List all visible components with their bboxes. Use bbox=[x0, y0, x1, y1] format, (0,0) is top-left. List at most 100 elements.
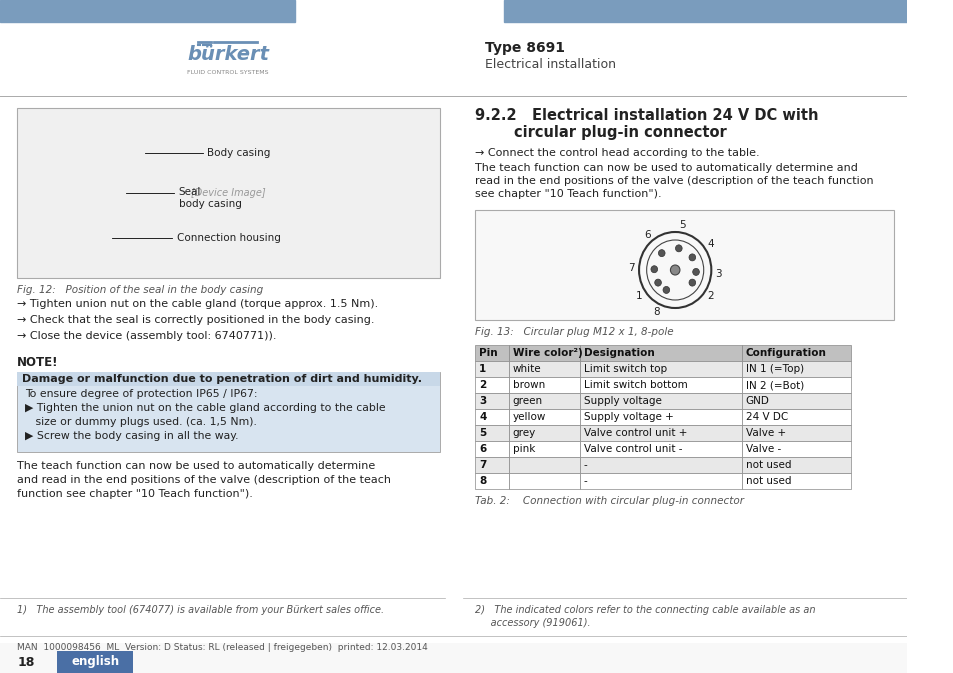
Text: not used: not used bbox=[745, 460, 790, 470]
Bar bbox=[475, 457, 508, 473]
Text: → Check that the seal is correctly positioned in the body casing.: → Check that the seal is correctly posit… bbox=[17, 315, 375, 325]
Bar bbox=[0, 643, 906, 673]
Bar bbox=[741, 377, 850, 393]
Bar bbox=[475, 425, 508, 441]
Circle shape bbox=[688, 279, 695, 286]
Text: NOTE!: NOTE! bbox=[17, 355, 58, 369]
Text: 3: 3 bbox=[715, 269, 721, 279]
Bar bbox=[579, 473, 741, 489]
Text: ▶ Screw the body casing in all the way.: ▶ Screw the body casing in all the way. bbox=[25, 431, 238, 441]
Text: 6: 6 bbox=[643, 229, 650, 240]
Bar bbox=[475, 409, 508, 425]
Bar bbox=[741, 361, 850, 377]
Text: 7: 7 bbox=[627, 263, 634, 273]
Text: 2: 2 bbox=[478, 380, 486, 390]
Bar bbox=[508, 441, 579, 457]
Bar bbox=[17, 372, 440, 386]
Text: FLUID CONTROL SYSTEMS: FLUID CONTROL SYSTEMS bbox=[188, 69, 269, 75]
Text: brown: brown bbox=[512, 380, 544, 390]
Circle shape bbox=[670, 265, 679, 275]
Bar bbox=[579, 409, 741, 425]
Text: IN 2 (=Bot): IN 2 (=Bot) bbox=[745, 380, 803, 390]
Text: Tab. 2:    Connection with circular plug-in connector: Tab. 2: Connection with circular plug-in… bbox=[475, 496, 743, 506]
Bar bbox=[503, 0, 906, 22]
Text: GND: GND bbox=[745, 396, 769, 406]
Text: -: - bbox=[583, 476, 587, 486]
Bar bbox=[741, 441, 850, 457]
Text: To ensure degree of protection IP65 / IP67:: To ensure degree of protection IP65 / IP… bbox=[25, 389, 257, 399]
Text: 8: 8 bbox=[653, 307, 659, 317]
Text: white: white bbox=[512, 364, 540, 374]
Bar bbox=[579, 377, 741, 393]
Text: english: english bbox=[71, 656, 119, 668]
Bar bbox=[579, 457, 741, 473]
Circle shape bbox=[692, 269, 699, 275]
Circle shape bbox=[654, 279, 660, 286]
Text: Valve control unit +: Valve control unit + bbox=[583, 428, 686, 438]
Text: Wire color²): Wire color²) bbox=[512, 348, 581, 358]
Text: 2: 2 bbox=[707, 291, 714, 302]
Bar bbox=[0, 0, 294, 22]
Bar bbox=[741, 345, 850, 361]
Text: Fig. 12:   Position of the seal in the body casing: Fig. 12: Position of the seal in the bod… bbox=[17, 285, 263, 295]
Text: -: - bbox=[583, 460, 587, 470]
Bar bbox=[508, 361, 579, 377]
Text: Fig. 13:   Circular plug M12 x 1, 8-pole: Fig. 13: Circular plug M12 x 1, 8-pole bbox=[475, 327, 674, 337]
Text: see chapter "10 Teach function").: see chapter "10 Teach function"). bbox=[475, 189, 661, 199]
Circle shape bbox=[688, 254, 695, 261]
Bar bbox=[475, 210, 893, 320]
Text: 3: 3 bbox=[478, 396, 486, 406]
Text: yellow: yellow bbox=[512, 412, 545, 422]
Bar bbox=[475, 441, 508, 457]
Bar bbox=[17, 372, 440, 452]
Text: → Close the device (assembly tool: 6740771)).: → Close the device (assembly tool: 67407… bbox=[17, 331, 276, 341]
Text: Body casing: Body casing bbox=[207, 148, 271, 158]
Text: 8: 8 bbox=[478, 476, 486, 486]
Bar bbox=[475, 393, 508, 409]
Text: 5: 5 bbox=[679, 219, 685, 229]
Text: accessory (919061).: accessory (919061). bbox=[475, 618, 591, 628]
Text: → Tighten union nut on the cable gland (torque approx. 1.5 Nm).: → Tighten union nut on the cable gland (… bbox=[17, 299, 378, 309]
Text: Damage or malfunction due to penetration of dirt and humidity.: Damage or malfunction due to penetration… bbox=[22, 374, 421, 384]
Text: 4: 4 bbox=[478, 412, 486, 422]
Text: 1: 1 bbox=[478, 364, 486, 374]
Text: and read in the end positions of the valve (description of the teach: and read in the end positions of the val… bbox=[17, 475, 391, 485]
Bar bbox=[579, 393, 741, 409]
Text: MAN  1000098456  ML  Version: D Status: RL (released | freigegeben)  printed: 12: MAN 1000098456 ML Version: D Status: RL … bbox=[17, 643, 427, 653]
Bar bbox=[508, 425, 579, 441]
Text: [Device Image]: [Device Image] bbox=[191, 188, 265, 198]
Bar bbox=[508, 409, 579, 425]
Text: 1)   The assembly tool (674077) is available from your Bürkert sales office.: 1) The assembly tool (674077) is availab… bbox=[17, 605, 384, 615]
Text: 24 V DC: 24 V DC bbox=[745, 412, 787, 422]
Text: Seal
body casing: Seal body casing bbox=[178, 187, 241, 209]
Bar bbox=[475, 473, 508, 489]
Bar bbox=[475, 377, 508, 393]
Bar bbox=[475, 361, 508, 377]
Text: → Connect the control head according to the table.: → Connect the control head according to … bbox=[475, 148, 760, 158]
Text: 18: 18 bbox=[17, 656, 34, 668]
Text: Designation: Designation bbox=[583, 348, 654, 358]
Text: green: green bbox=[512, 396, 542, 406]
Text: Connection housing: Connection housing bbox=[176, 233, 280, 243]
Text: circular plug-in connector: circular plug-in connector bbox=[513, 125, 725, 139]
Text: 4: 4 bbox=[707, 239, 714, 248]
Text: The teach function can now be used to automatically determine: The teach function can now be used to au… bbox=[17, 461, 375, 471]
Text: function see chapter "10 Teach function").: function see chapter "10 Teach function"… bbox=[17, 489, 253, 499]
Circle shape bbox=[662, 287, 669, 293]
Bar bbox=[741, 409, 850, 425]
Bar bbox=[475, 345, 508, 361]
Bar bbox=[508, 345, 579, 361]
Text: Configuration: Configuration bbox=[745, 348, 825, 358]
Text: ▶ Tighten the union nut on the cable gland according to the cable: ▶ Tighten the union nut on the cable gla… bbox=[25, 403, 385, 413]
Text: 7: 7 bbox=[478, 460, 486, 470]
Text: bürkert: bürkert bbox=[187, 46, 269, 65]
Text: 5: 5 bbox=[478, 428, 486, 438]
Text: 1: 1 bbox=[636, 291, 642, 302]
Bar bbox=[579, 345, 741, 361]
Bar bbox=[508, 377, 579, 393]
Text: The teach function can now be used to automatically determine and: The teach function can now be used to au… bbox=[475, 163, 858, 173]
Text: pink: pink bbox=[512, 444, 535, 454]
Circle shape bbox=[650, 266, 657, 273]
Bar bbox=[579, 361, 741, 377]
Bar bbox=[741, 425, 850, 441]
